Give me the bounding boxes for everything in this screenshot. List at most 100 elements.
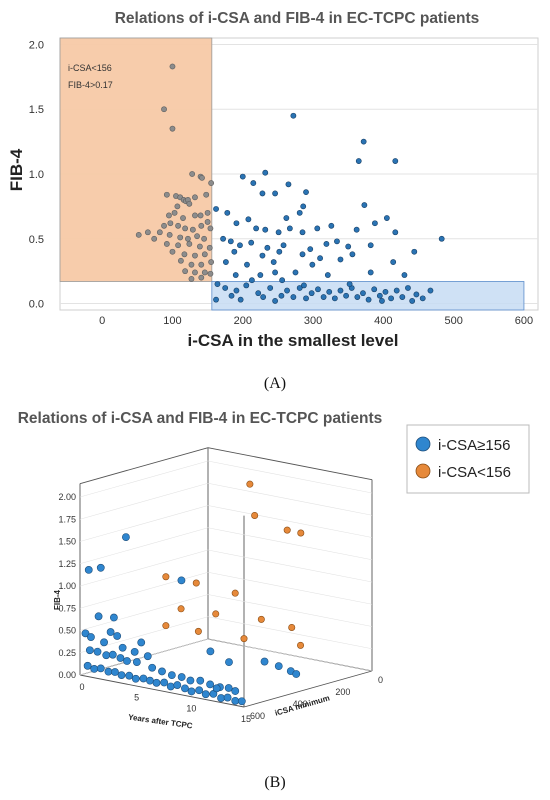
chart-a-point-blue: [324, 272, 331, 278]
chart-a-point-gray: [192, 212, 198, 219]
chart-b-point-icsa-ge-156: [132, 658, 141, 666]
chart-a-point-gray: [181, 251, 188, 258]
chart-a-point-blue: [405, 285, 411, 291]
chart-a-ytick-label: 0.0: [29, 299, 44, 311]
chart-b-point-icsa-ge-156: [137, 638, 146, 647]
chart-a-point-blue: [346, 281, 353, 287]
chart-a-point-blue: [382, 288, 389, 295]
chart-a-point-blue: [224, 209, 231, 216]
chart-a-point-blue: [353, 226, 360, 233]
chart-a-point-blue: [328, 222, 335, 229]
panel-a-label: (A): [264, 375, 286, 392]
chart-a-point-gray: [206, 244, 213, 251]
chart-b-point-icsa-ge-156: [206, 647, 215, 656]
chart-a-point-blue: [262, 169, 269, 176]
legend-label-icsa-lt-156: i-CSA<156: [438, 464, 511, 481]
chart-b-point-icsa-ge-156: [96, 563, 105, 572]
chart-a-annotation-line-2: FIB-4>0.17: [68, 80, 113, 90]
chart-b-gridline: [79, 594, 209, 631]
chart-b-point-icsa-ge-156: [224, 684, 233, 692]
chart-a-point-blue: [244, 261, 250, 268]
chart-b-point-icsa-ge-156: [85, 646, 94, 655]
chart-b-point-icsa-ge-156: [104, 667, 113, 676]
chart-b-ytick-label: 1.25: [58, 559, 76, 569]
chart-a-point-blue: [290, 294, 297, 300]
chart-a-point-blue: [376, 292, 383, 299]
chart-a-point-gray: [175, 222, 181, 229]
chart-a-point-gray: [204, 209, 211, 216]
chart-b-point-icsa-ge-156: [177, 576, 186, 585]
chart-a-point-blue: [337, 287, 344, 294]
chart-b-point-icsa-lt-156: [212, 610, 220, 618]
chart-b-point-icsa-lt-156: [297, 641, 305, 649]
chart-a-point-blue: [233, 220, 240, 227]
chart-a-point-blue: [392, 229, 399, 236]
chart-a-point-blue: [317, 255, 323, 262]
chart-a-point-blue: [314, 225, 321, 232]
chart-b-point-icsa-ge-156: [260, 657, 269, 666]
chart-a-xtick-label: 400: [374, 315, 392, 327]
chart-a-point-gray: [199, 174, 205, 181]
chart-b-gridline: [207, 482, 373, 516]
chart-a-point-gray: [201, 269, 208, 276]
chart-a-region-low-fib4: [211, 281, 525, 311]
chart-a-point-blue: [296, 285, 303, 291]
legend-frame: [406, 424, 530, 494]
chart-a-point-gray: [161, 222, 167, 229]
chart-a-title: Relations of i-CSA and FIB-4 in EC-TCPC …: [115, 10, 480, 27]
chart-b-point-icsa-ge-156: [167, 671, 176, 680]
chart-a-point-blue: [272, 298, 278, 304]
chart-a-point-gray: [197, 212, 204, 219]
chart-a-point-blue: [214, 281, 221, 287]
chart-b-point-icsa-ge-156: [187, 687, 196, 696]
chart-a-point-blue: [232, 272, 239, 278]
chart-b-point-icsa-ge-156: [152, 678, 161, 687]
chart-b-point-icsa-ge-156: [123, 657, 131, 665]
chart-b-point-icsa-ge-156: [87, 633, 95, 641]
chart-b-point-icsa-ge-156: [113, 632, 122, 640]
chart-a-point-blue: [231, 248, 238, 255]
chart-b-point-icsa-ge-156: [186, 676, 195, 685]
chart-a-point-blue: [284, 287, 290, 294]
chart-a-point-blue: [275, 229, 282, 236]
chart-a-point-gray: [188, 261, 195, 268]
chart-a-point-blue: [270, 259, 277, 265]
chart-b-point-icsa-ge-156: [94, 612, 103, 621]
chart-a-xtick-label: 0: [99, 315, 105, 327]
chart-a-point-blue: [279, 277, 286, 284]
chart-a-point-blue: [331, 295, 338, 302]
chart-b-point-icsa-lt-156: [192, 579, 200, 587]
chart-b-xtick-label: 5: [134, 693, 139, 703]
chart-a-point-blue: [309, 261, 316, 268]
chart-b-ytick-label: 1.50: [58, 537, 76, 547]
chart-b-xtick-label: 15: [241, 714, 251, 724]
chart-a-annotation-line-1: i-CSA<156: [68, 63, 112, 73]
chart-b-point-icsa-ge-156: [173, 681, 182, 689]
chart-a-point-gray: [189, 171, 196, 177]
chart-a-point-blue: [355, 158, 362, 164]
chart-b-gridline: [207, 527, 373, 561]
chart-b-point-icsa-lt-156: [194, 627, 202, 635]
chart-a-ytick-label: 1.0: [29, 169, 44, 181]
chart-a-point-blue: [303, 189, 309, 196]
chart-b-point-icsa-ge-156: [217, 694, 225, 702]
chart-a-point-blue: [292, 269, 299, 276]
chart-a-point-blue: [427, 287, 434, 294]
chart-a-point-gray: [208, 180, 215, 186]
chart-b-gridline: [207, 638, 373, 672]
chart-a-point-blue: [393, 287, 400, 294]
chart-b-gridline: [207, 460, 373, 494]
chart-a-point-blue: [237, 296, 244, 303]
chart-b-point-icsa-ge-156: [125, 671, 134, 680]
chart-b-gridline: [79, 527, 209, 565]
chart-b-point-icsa-ge-156: [109, 613, 118, 622]
chart-a-xtick-label: 300: [304, 315, 322, 327]
chart-a-ylabel: FIB-4: [7, 148, 26, 191]
chart-a-point-blue: [323, 241, 330, 247]
chart-a-point-blue: [399, 294, 406, 300]
chart-b-point-icsa-lt-156: [162, 622, 170, 630]
chart-b-point-icsa-lt-156: [283, 526, 291, 534]
chart-a-point-blue: [283, 215, 290, 221]
chart-a-point-blue: [365, 296, 372, 303]
chart-b-gridline: [207, 616, 373, 650]
